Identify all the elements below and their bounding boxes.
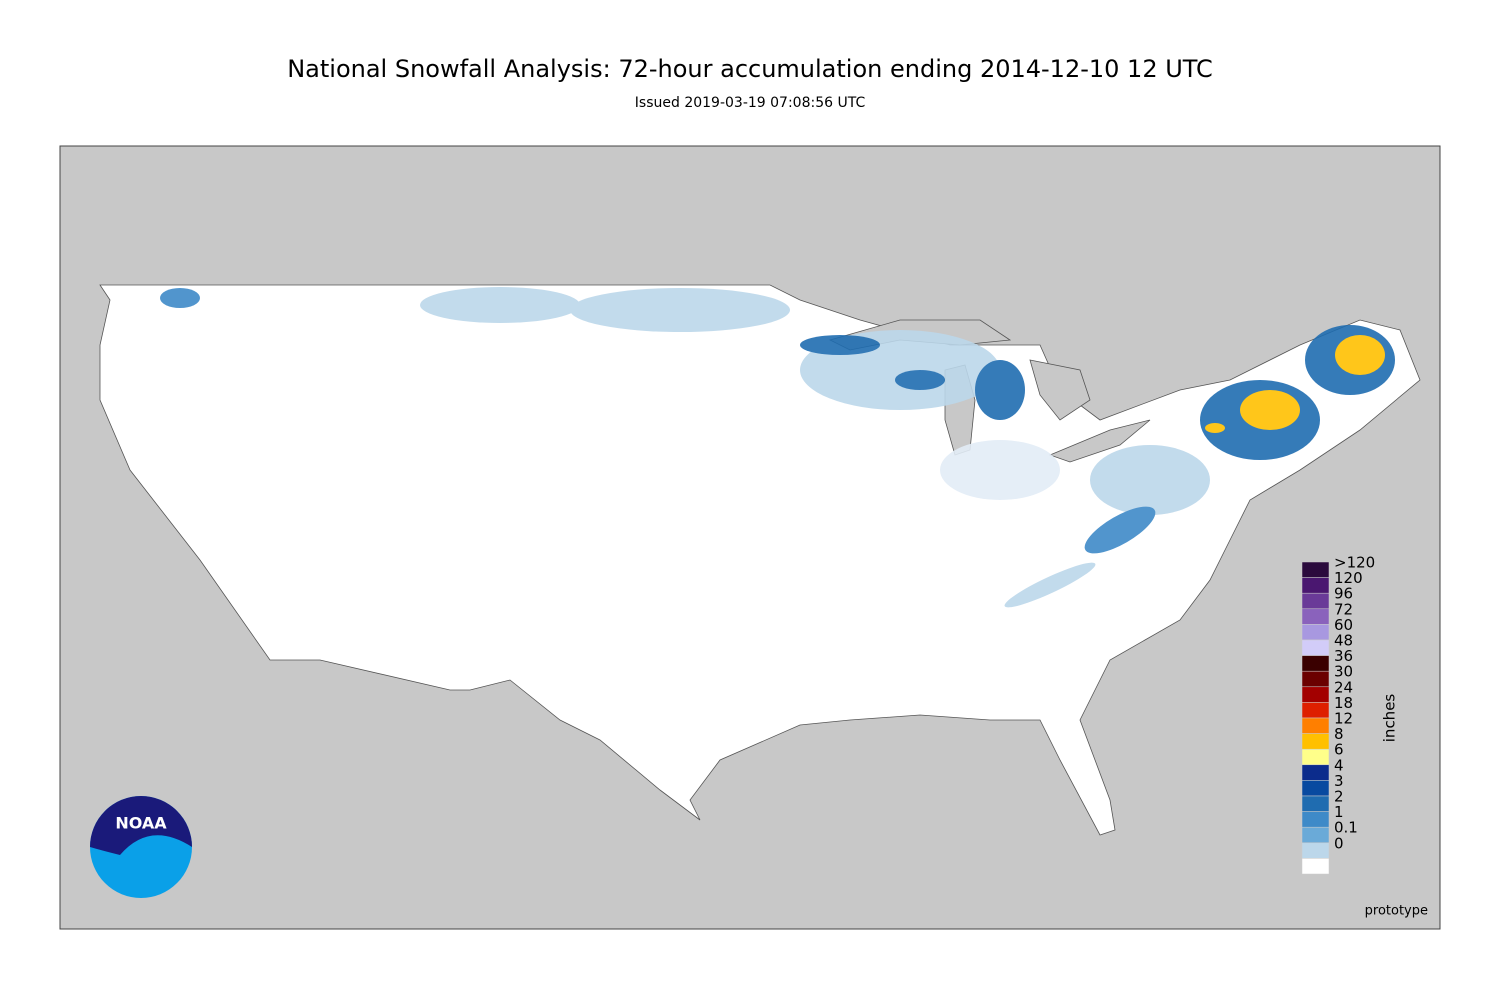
legend-label: 30 (1334, 663, 1353, 681)
legend-swatch (1301, 702, 1330, 719)
legend-swatch (1301, 639, 1330, 656)
legend-swatch (1301, 592, 1330, 610)
legend-label: 12 (1334, 710, 1353, 728)
legend-label: 48 (1334, 632, 1353, 650)
legend-swatch (1301, 842, 1330, 859)
legend-swatch (1301, 655, 1330, 672)
noaa-logo: NOAA (90, 796, 192, 898)
legend-label: 1 (1334, 803, 1344, 821)
legend-swatch (1301, 624, 1330, 641)
note: prototype (1365, 904, 1428, 919)
title: National Snowfall Analysis: 72-hour accu… (287, 55, 1213, 83)
us-land (99, 284, 1421, 836)
legend-label: 120 (1334, 569, 1363, 587)
legend-swatch (1301, 795, 1330, 812)
legend-swatch (1301, 670, 1330, 688)
lake-erie (1048, 419, 1151, 463)
legend-label: 4 (1334, 756, 1344, 774)
legend-swatch (1301, 811, 1330, 828)
legend-swatch (1301, 858, 1330, 875)
legend-swatch (1301, 748, 1330, 766)
legend-swatch (1301, 608, 1330, 625)
legend-label: 36 (1334, 647, 1353, 665)
legend-label: 18 (1334, 694, 1353, 712)
snow-cover (160, 287, 1395, 608)
legend-swatch (1301, 686, 1330, 703)
legend-label: >120 (1334, 554, 1375, 572)
legend-label: 2 (1334, 788, 1344, 806)
legend-swatch (1301, 561, 1330, 578)
legend-label: 0 (1334, 834, 1344, 852)
subtitle: Issued 2019-03-19 07:08:56 UTC (635, 95, 866, 111)
legend-label: 72 (1334, 600, 1353, 618)
legend-label: 24 (1334, 678, 1353, 696)
legend-swatch (1301, 780, 1330, 797)
legend-swatch (1301, 577, 1330, 594)
legend-swatch (1301, 717, 1330, 734)
legend-swatch (1301, 826, 1330, 844)
legend-swatch (1301, 764, 1330, 781)
legend-units: inches (1381, 694, 1399, 743)
legend-label: 3 (1334, 772, 1344, 790)
logo-text: NOAA (115, 814, 167, 833)
legend-label: 60 (1334, 616, 1353, 634)
map (59, 145, 1441, 930)
legend-label: 8 (1334, 725, 1344, 743)
legend-label: 0.1 (1334, 819, 1358, 837)
legend-swatch (1301, 733, 1330, 750)
legend-label: 96 (1334, 585, 1353, 603)
lake-huron (1029, 359, 1091, 421)
legend-label: 6 (1334, 741, 1344, 759)
